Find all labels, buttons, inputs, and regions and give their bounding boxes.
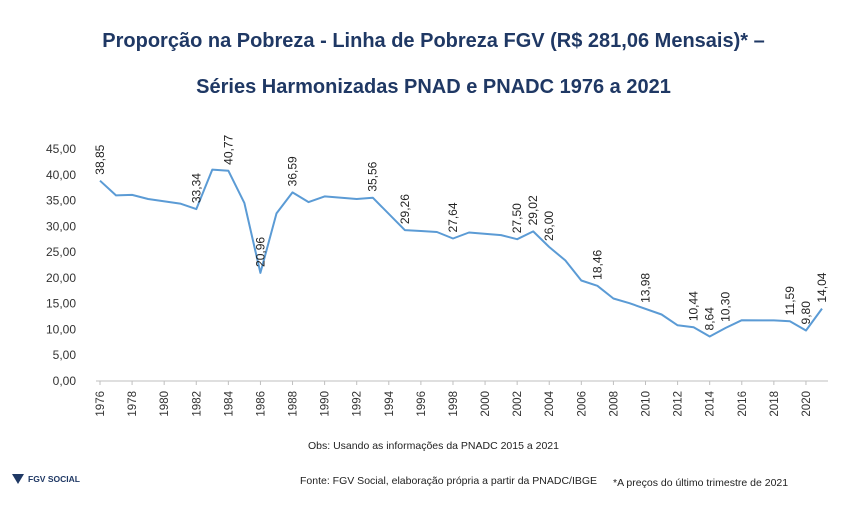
x-tick-label: 1982 <box>191 391 203 417</box>
observation-note: Obs: Usando as informações da PNADC 2015… <box>308 440 559 452</box>
chart-title-line-2: Séries Harmonizadas PNAD e PNADC 1976 a … <box>196 76 671 98</box>
x-tick-label: 2004 <box>544 390 556 416</box>
x-tick-label: 2012 <box>673 391 685 417</box>
price-footnote: *A preços do último trimestre de 2021 <box>613 477 789 489</box>
data-label: 11,59 <box>783 286 797 315</box>
y-tick-label: 20,00 <box>46 271 76 285</box>
source-note: Fonte: FGV Social, elaboração própria a … <box>300 475 598 487</box>
x-tick-label: 1978 <box>127 391 139 417</box>
y-tick-label: 30,00 <box>46 219 76 233</box>
x-tick-label: 2018 <box>769 391 781 417</box>
data-label: 8,64 <box>703 307 717 331</box>
fgv-logo-icon <box>12 474 24 484</box>
y-tick-label: 0,00 <box>53 374 77 388</box>
x-tick-label: 1986 <box>255 391 267 417</box>
x-tick-label: 1996 <box>416 391 428 417</box>
data-label: 33,34 <box>189 173 203 203</box>
data-label: 27,64 <box>446 202 460 232</box>
data-label: 14,04 <box>815 272 829 302</box>
y-tick-label: 40,00 <box>46 168 76 182</box>
x-tick-label: 2020 <box>801 391 813 417</box>
data-label: 10,44 <box>687 291 701 321</box>
fgv-social-logo: FGV SOCIAL <box>12 474 80 484</box>
x-tick-label: 2000 <box>480 391 492 417</box>
x-tick-label: 2008 <box>608 391 620 417</box>
x-tick-label: 2016 <box>737 391 749 417</box>
data-label: 10,30 <box>719 292 733 322</box>
y-tick-label: 10,00 <box>46 322 76 336</box>
data-label: 35,56 <box>366 161 380 191</box>
x-tick-label: 1990 <box>320 391 332 417</box>
y-tick-label: 45,00 <box>46 142 76 156</box>
data-label: 38,85 <box>93 144 107 174</box>
x-tick-label: 2010 <box>641 391 653 417</box>
x-tick-label: 1998 <box>448 391 460 417</box>
y-axis: 0,00 5,00 10,00 15,00 20,00 25,00 30,00 35,00 40… <box>46 142 76 388</box>
data-labels: 38,85 33,34 40,77 20,96 36,59 35,56 29,26 27,64… <box>93 134 829 330</box>
data-label: 29,26 <box>398 194 412 224</box>
y-tick-label: 15,00 <box>46 297 76 311</box>
data-label: 9,80 <box>799 301 813 325</box>
data-label: 40,77 <box>221 134 235 164</box>
y-tick-label: 25,00 <box>46 245 76 259</box>
data-label: 26,00 <box>542 211 556 241</box>
data-label: 18,46 <box>590 249 604 279</box>
x-axis: 1976 1978 1980 1982 1984 1986 1988 1990 1992 1994… <box>95 380 828 417</box>
x-tick-label: 2002 <box>512 391 524 417</box>
x-tick-label: 2014 <box>705 390 717 416</box>
x-tick-label: 1980 <box>159 391 171 417</box>
x-tick-label: 1992 <box>352 391 364 417</box>
data-label: 29,02 <box>526 195 540 225</box>
x-tick-label: 2006 <box>576 391 588 417</box>
data-label: 20,96 <box>253 237 267 267</box>
data-label: 27,50 <box>510 203 524 233</box>
chart-title-line-1: Proporção na Pobreza - Linha de Pobreza … <box>102 30 765 52</box>
series-line <box>99 168 823 338</box>
x-tick-label: 1994 <box>384 390 396 416</box>
x-tick-label: 1976 <box>95 391 107 417</box>
x-tick-label: 1984 <box>223 390 235 416</box>
logo-text: FGV SOCIAL <box>28 474 80 484</box>
data-label: 13,98 <box>639 273 653 303</box>
y-tick-label: 5,00 <box>53 348 77 362</box>
series-layer <box>99 168 823 338</box>
x-tick-label: 1988 <box>288 391 300 417</box>
data-label: 36,59 <box>286 156 300 186</box>
y-tick-label: 35,00 <box>46 194 76 208</box>
